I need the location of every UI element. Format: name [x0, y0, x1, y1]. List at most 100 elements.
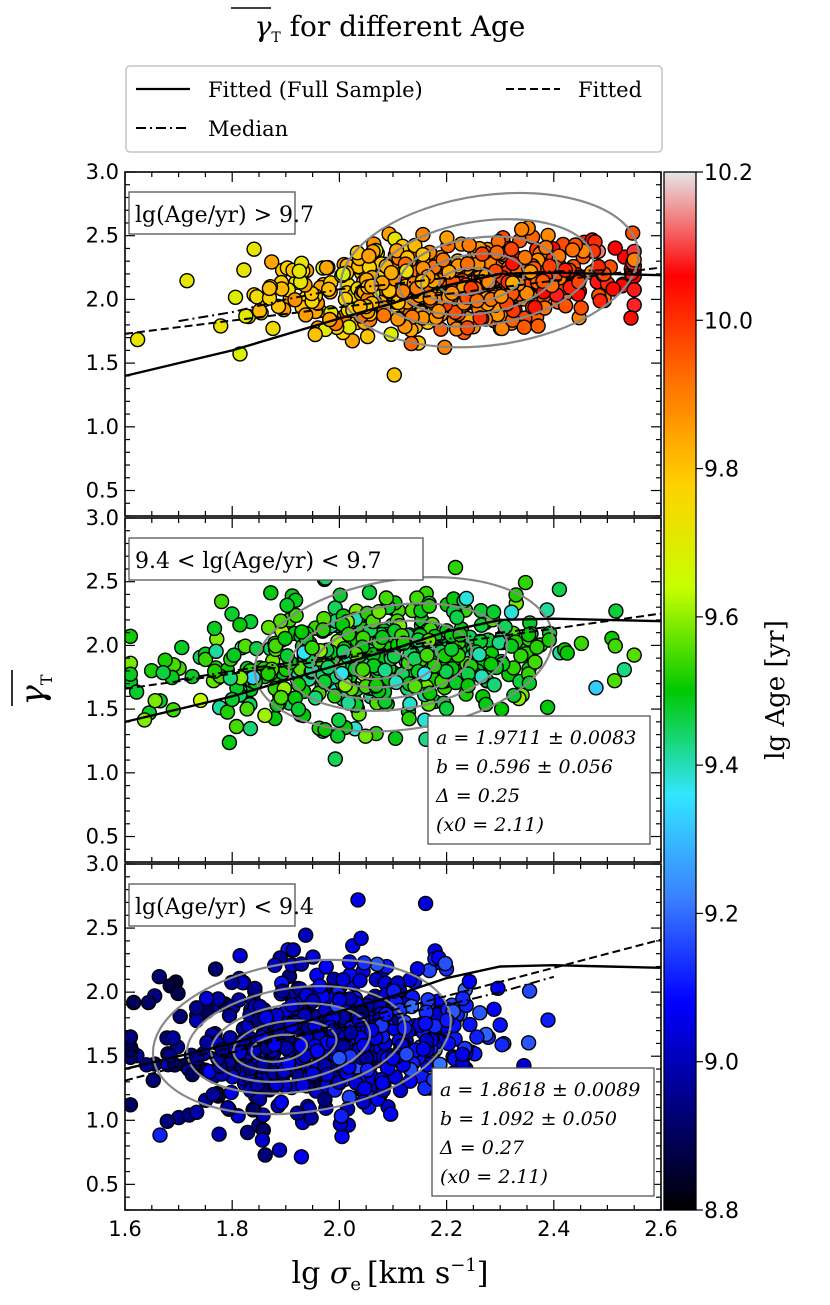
scatter-point	[383, 1106, 399, 1122]
scatter-point	[147, 693, 163, 709]
scatter-point	[437, 955, 453, 972]
x-label-unit-exp: −1	[450, 1255, 477, 1276]
scatter-point	[463, 280, 479, 297]
y-tick-label: 2.0	[86, 287, 119, 311]
scatter-point	[608, 603, 624, 619]
scatter-point	[361, 248, 377, 264]
scatter-point	[263, 585, 279, 601]
x-tick-label: 2.0	[323, 1217, 356, 1241]
scatter-point	[503, 241, 520, 257]
scatter-point	[125, 994, 142, 1011]
scatter-point	[607, 638, 623, 654]
x-tick-labels: 1.6 1.8 2.0 2.2 2.4 2.6	[108, 1217, 677, 1241]
scatter-point	[417, 895, 434, 912]
scatter-point	[361, 584, 378, 601]
scatter-point	[227, 289, 244, 305]
scatter-point	[129, 331, 146, 348]
scatter-point	[125, 1097, 139, 1113]
contour-line	[210, 1002, 372, 1083]
colorbar-tick-label: 10.2	[704, 161, 753, 186]
scatter-point	[151, 969, 168, 985]
scatter-point	[588, 680, 604, 696]
scatter-point	[246, 241, 262, 257]
scatter-point	[220, 1099, 236, 1116]
y-tick-label: 2.0	[86, 633, 119, 657]
scatter-point	[527, 654, 543, 670]
full-sample-fit-line	[125, 617, 661, 724]
title-subscript: T	[271, 30, 281, 46]
fit-parameter-box	[431, 1067, 655, 1197]
ticks	[124, 517, 662, 863]
scatter-point	[305, 993, 321, 1009]
colorbar-tick-label: 9.8	[704, 458, 739, 483]
scatter-point	[438, 700, 455, 717]
scatter-point	[517, 574, 534, 591]
scatter-point	[264, 254, 280, 270]
contour-line	[339, 191, 640, 349]
scatter-point	[605, 281, 621, 297]
y-tick-label: 0.5	[86, 479, 119, 503]
scatter-point	[271, 1142, 288, 1158]
scatter-point	[469, 1029, 485, 1045]
panel-plot-area	[125, 892, 661, 1165]
scatter-point	[291, 263, 307, 279]
scatter-point	[285, 942, 301, 958]
legend-solid-label: Fitted (Full Sample)	[208, 78, 423, 102]
scatter-point	[455, 990, 471, 1007]
scatter-point	[573, 300, 589, 316]
scatter-point	[374, 1075, 391, 1091]
scatter-point	[521, 983, 538, 999]
scatter-point	[165, 1030, 181, 1046]
x-axis-label: lg σe [km s−1]	[291, 1255, 488, 1295]
fit-x0: (x0 = 2.11)	[436, 814, 544, 836]
scatter-point	[206, 620, 223, 637]
scatter-point	[458, 590, 475, 607]
y-tick-label: 1.5	[86, 351, 119, 375]
scatter-point	[616, 662, 632, 678]
y-tick-label: 1.0	[86, 761, 119, 785]
scatter-point	[273, 1094, 289, 1111]
scatter-point	[327, 751, 343, 767]
contour-line	[419, 252, 526, 305]
scatter-point	[387, 730, 404, 746]
panel-frame	[124, 517, 662, 863]
scatter-point	[386, 367, 402, 383]
panel-label-box	[128, 191, 296, 235]
scatter-point	[541, 632, 557, 648]
scatter-point	[540, 1012, 556, 1028]
panel-label-box	[128, 537, 424, 581]
scatter-point	[184, 1066, 201, 1083]
scatter-point	[232, 617, 248, 633]
scatter-point	[317, 1091, 333, 1108]
scatter-point	[454, 1046, 471, 1063]
fitted-line	[125, 266, 661, 335]
scatter-point	[213, 593, 230, 610]
scatter-point	[517, 249, 533, 266]
x-tick-label: 1.6	[108, 1217, 141, 1241]
scatter-point	[145, 1072, 162, 1089]
scatter-point	[236, 262, 252, 278]
x-tick-label: 2.6	[644, 1217, 677, 1241]
x-label-symbol: σ	[330, 1256, 352, 1291]
colorbar-tick-label: 9.6	[704, 606, 739, 631]
scatter-point	[494, 1036, 510, 1053]
fit-delta: Δ = 0.25	[435, 785, 520, 807]
colorbar-label: lg Age [yr]	[761, 620, 791, 760]
title-text: for different Age	[281, 10, 526, 43]
scatter-point	[539, 699, 556, 715]
scatter-point	[623, 310, 639, 326]
scatter-point	[398, 1046, 415, 1063]
full-sample-fit-line	[125, 963, 661, 1071]
contour-line	[287, 602, 509, 712]
scatter-point	[401, 711, 417, 727]
y-axis-label-group: γT	[11, 670, 56, 706]
fit-b: b = 1.092 ± 0.050	[440, 1108, 617, 1130]
panel-intermediate: 0.5 1.0 1.5 2.0 2.5 3.0 9.4 < lg(Age/yr) < 9.7…	[86, 506, 662, 863]
scatter-point	[419, 647, 435, 663]
scatter-point	[157, 652, 173, 668]
scatter-point	[188, 1104, 205, 1121]
scatter-point	[415, 1041, 432, 1057]
panel-label: lg(Age/yr) < 9.4	[135, 895, 314, 920]
scatter-point	[207, 961, 224, 977]
x-label-unit: [km s	[367, 1256, 450, 1291]
